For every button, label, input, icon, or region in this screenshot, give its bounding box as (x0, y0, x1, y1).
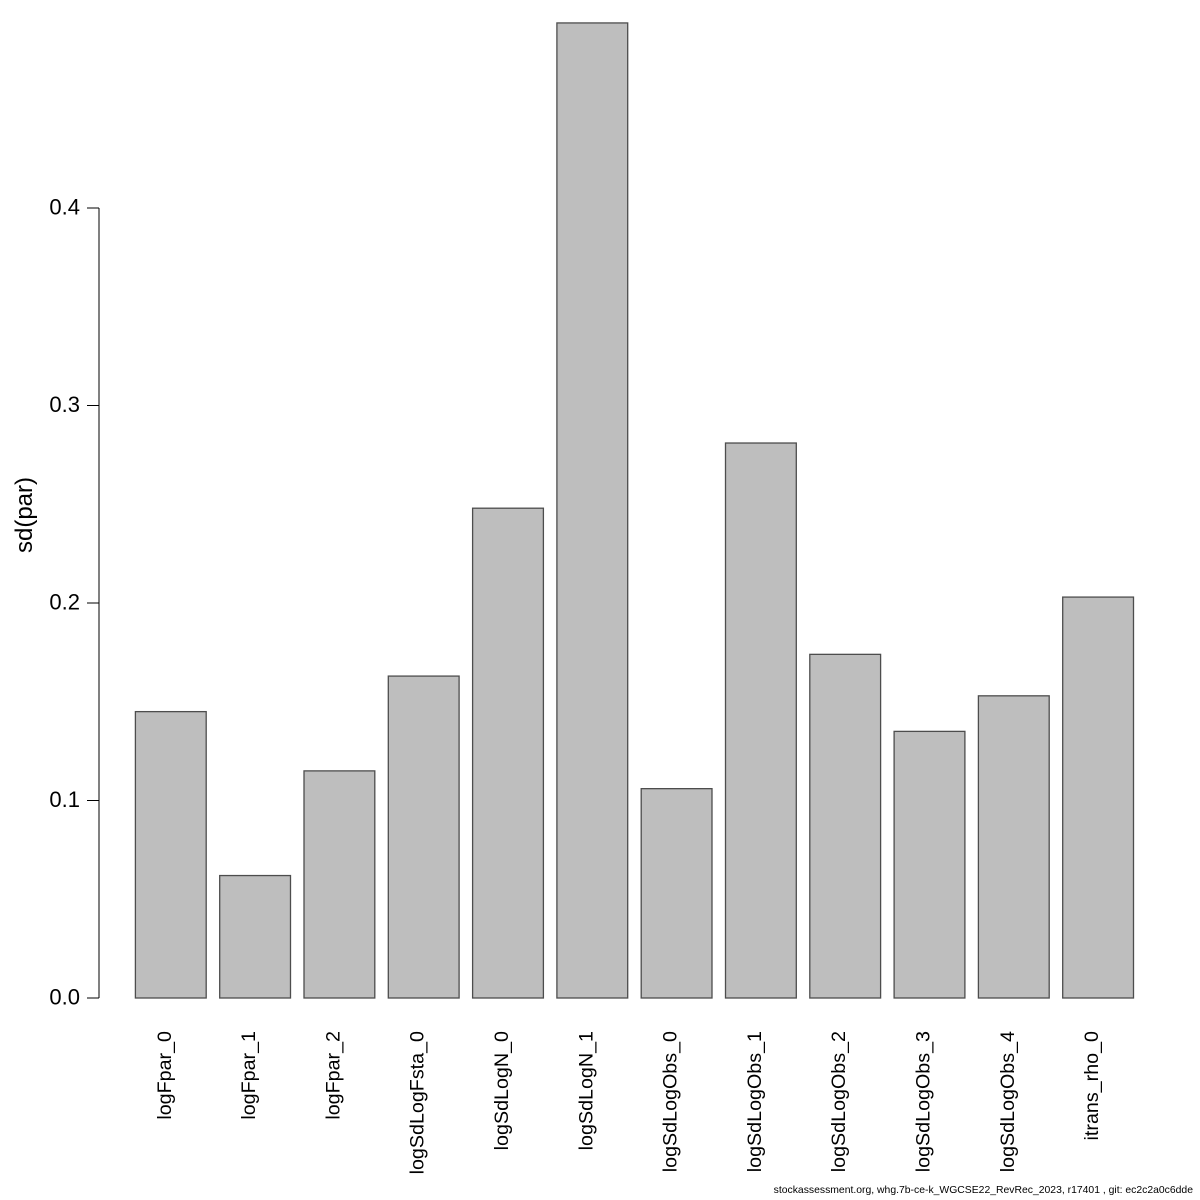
svg-text:logFpar_0: logFpar_0 (154, 1031, 176, 1120)
svg-text:logSdLogObs_2: logSdLogObs_2 (828, 1031, 850, 1172)
svg-text:sd(par): sd(par) (11, 477, 38, 553)
svg-text:logSdLogObs_1: logSdLogObs_1 (744, 1031, 766, 1172)
svg-text:0.2: 0.2 (49, 590, 80, 615)
svg-text:0.4: 0.4 (49, 195, 80, 220)
svg-text:logSdLogObs_4: logSdLogObs_4 (997, 1031, 1019, 1172)
svg-text:logSdLogN_1: logSdLogN_1 (575, 1031, 597, 1150)
svg-text:logSdLogFsta_0: logSdLogFsta_0 (407, 1031, 429, 1174)
svg-text:0.1: 0.1 (49, 787, 80, 812)
svg-text:itrans_rho_0: itrans_rho_0 (1081, 1031, 1103, 1140)
svg-text:logSdLogN_0: logSdLogN_0 (491, 1031, 513, 1150)
svg-text:logFpar_1: logFpar_1 (238, 1031, 260, 1120)
svg-text:logFpar_2: logFpar_2 (322, 1031, 344, 1120)
svg-text:logSdLogObs_3: logSdLogObs_3 (913, 1031, 935, 1172)
svg-text:0.0: 0.0 (49, 985, 80, 1010)
svg-text:stockassessment.org, whg.7b-ce: stockassessment.org, whg.7b-ce-k_WGCSE22… (774, 1185, 1194, 1196)
svg-text:logSdLogObs_0: logSdLogObs_0 (660, 1031, 682, 1172)
svg-text:0.3: 0.3 (49, 392, 80, 417)
